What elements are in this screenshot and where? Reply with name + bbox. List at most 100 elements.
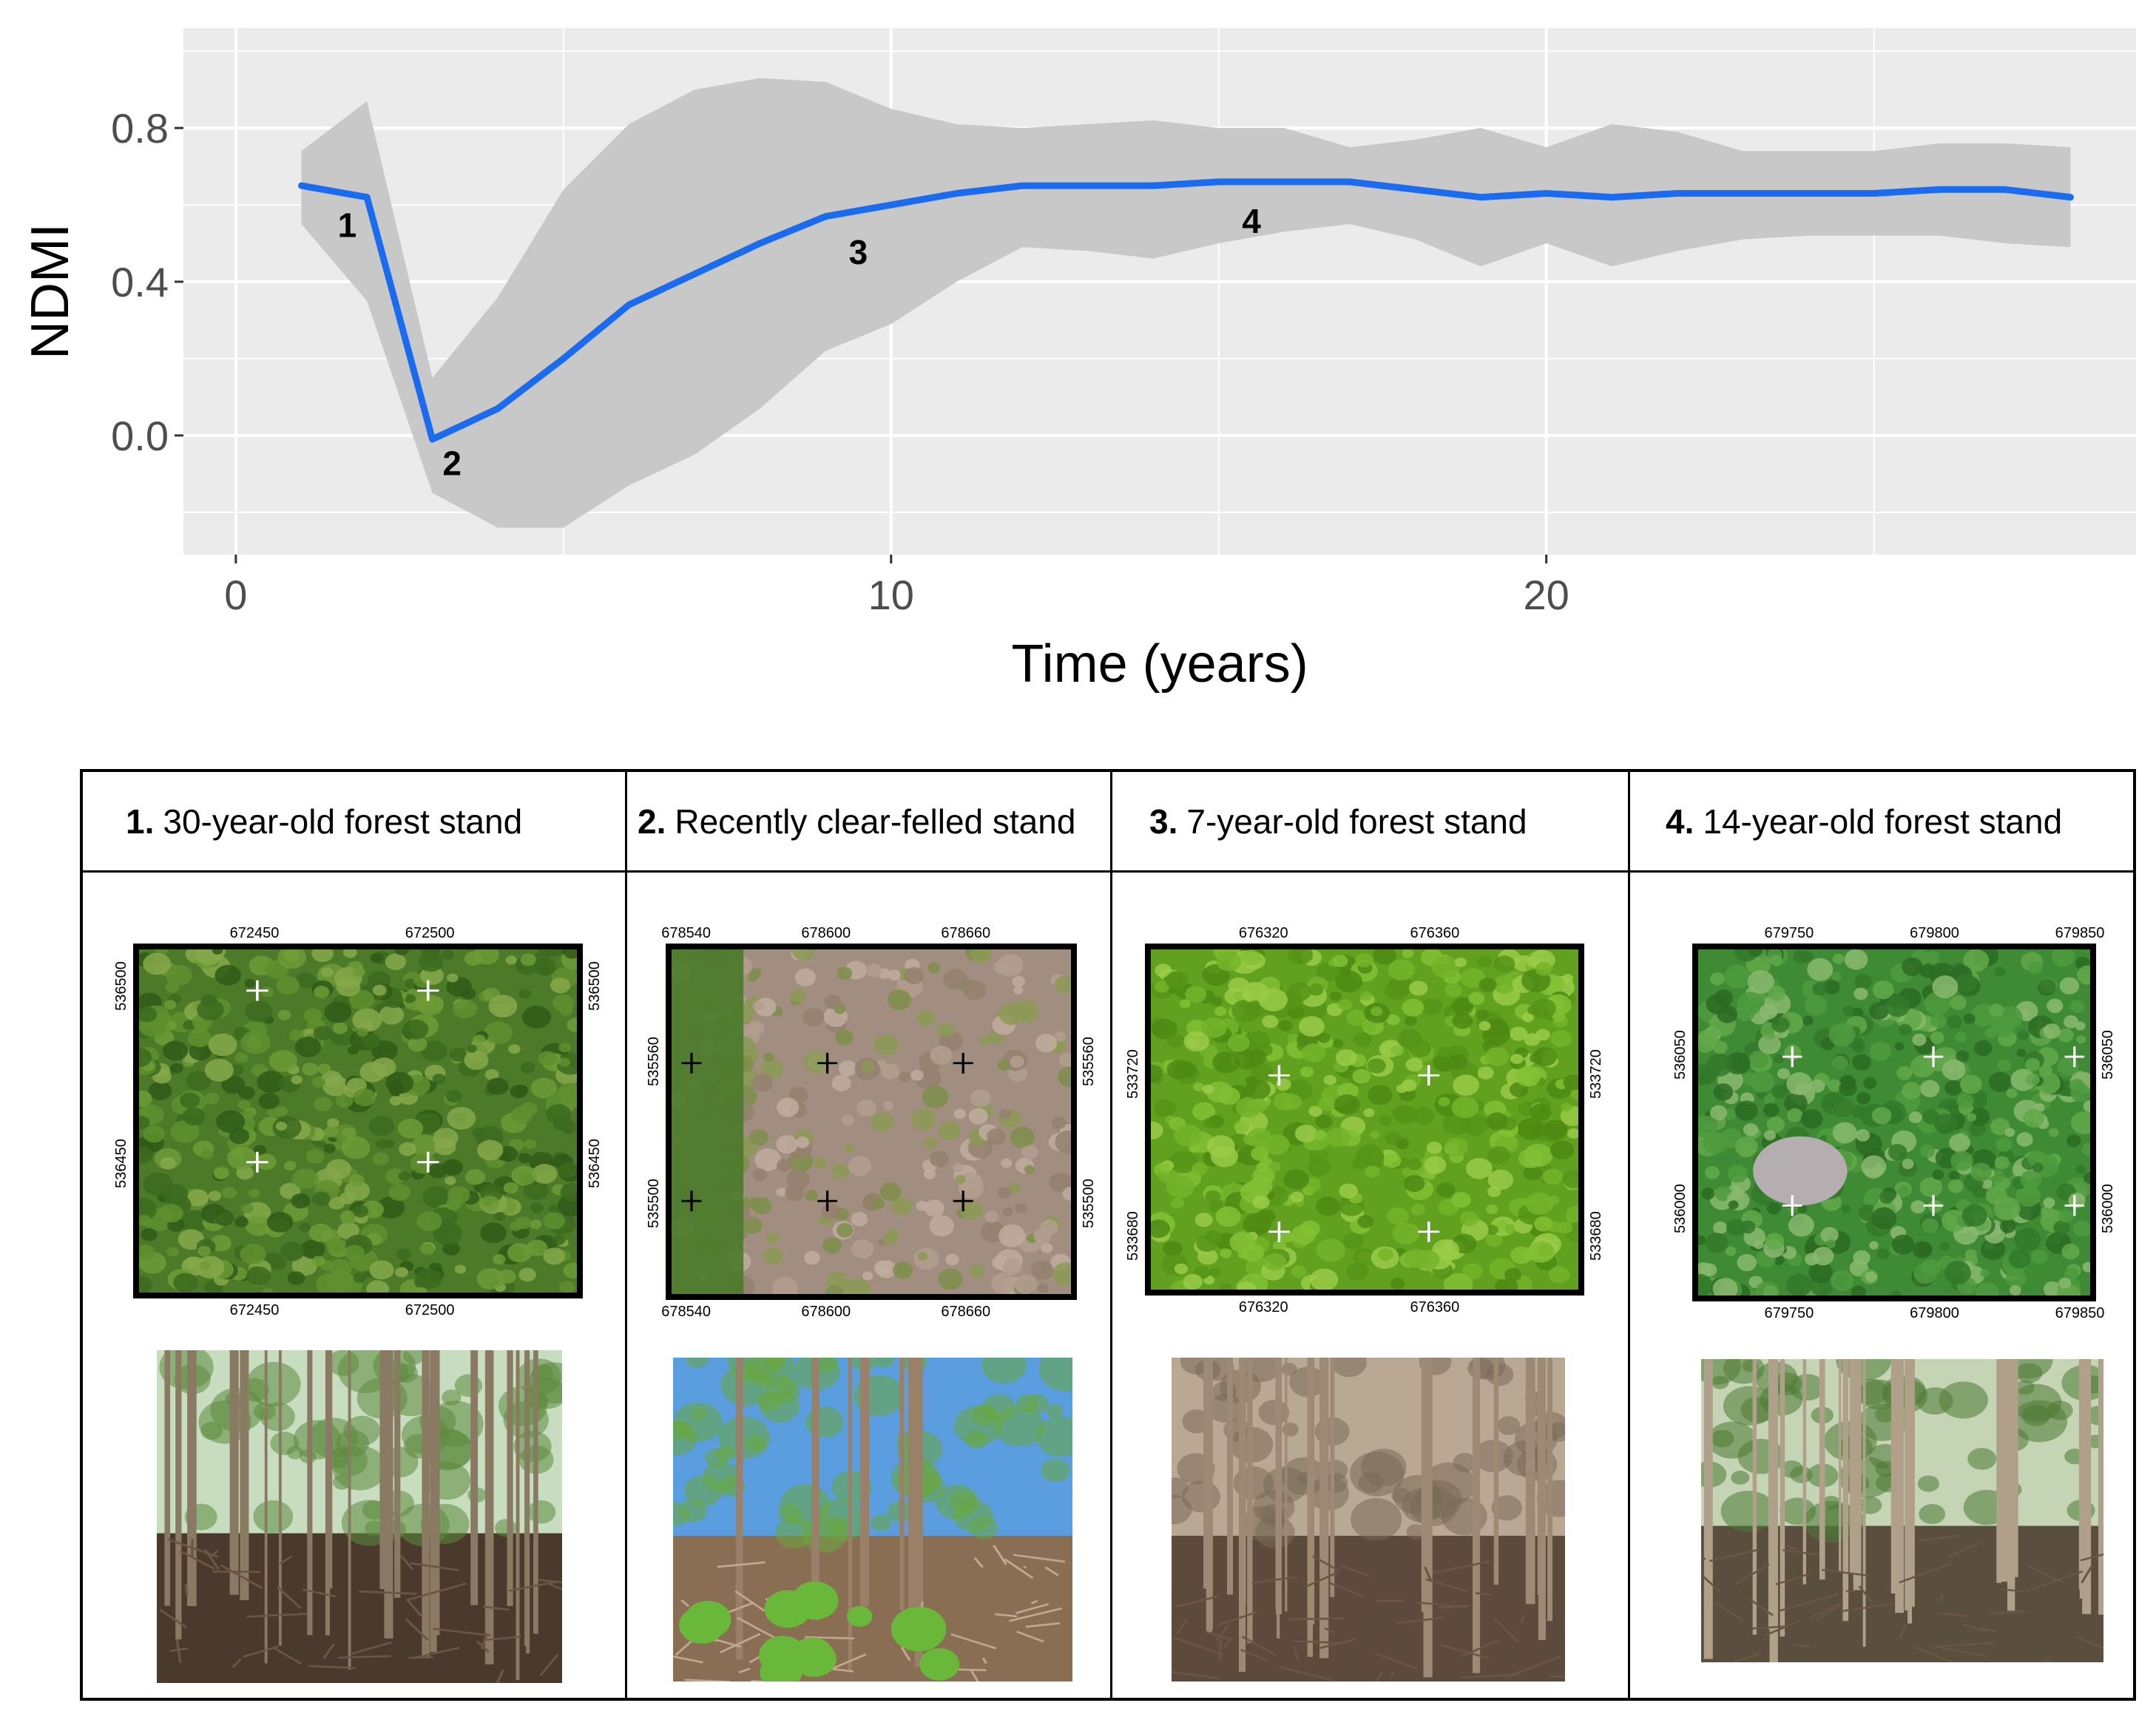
canopy-texture — [370, 952, 384, 964]
canopy-texture — [216, 1110, 246, 1134]
photo-root — [1044, 1566, 1059, 1577]
photo-root — [950, 1633, 997, 1650]
photo-trunk — [1849, 1359, 1856, 1574]
photo-foliage — [1858, 1379, 1899, 1410]
canopy-texture — [1251, 1146, 1269, 1162]
photo-root — [1791, 1644, 1811, 1648]
canopy-texture — [397, 1118, 424, 1139]
canopy-texture — [1210, 1145, 1238, 1168]
photo-foliage — [1919, 1503, 1946, 1525]
y-tick-label: 0.0 — [111, 413, 169, 459]
canopy-texture — [275, 1121, 288, 1131]
photo-foliage — [673, 1502, 690, 1527]
canopy-texture — [777, 1158, 792, 1172]
canopy-texture — [1727, 1165, 1748, 1183]
canopy-texture — [1169, 1151, 1198, 1174]
canopy-texture — [1010, 1055, 1024, 1069]
canopy-texture — [454, 1264, 467, 1274]
canopy-texture — [1013, 986, 1024, 995]
canopy-texture — [887, 989, 911, 1011]
photo-root — [1939, 1594, 1944, 1602]
canopy-texture — [1363, 1108, 1375, 1117]
canopy-texture — [1205, 1190, 1221, 1203]
canopy-texture — [483, 1021, 513, 1045]
photo-foliage — [1939, 1381, 1988, 1419]
canopy-texture — [480, 1222, 507, 1244]
canopy-texture — [1287, 1034, 1300, 1043]
stage-labels: 1 2 3 4 — [338, 202, 1262, 482]
canopy-texture — [1436, 1182, 1456, 1198]
canopy-texture — [790, 989, 807, 1003]
canopy-texture — [1524, 1033, 1541, 1046]
photo-trunk — [1769, 1359, 1778, 1662]
canopy-texture — [1335, 970, 1363, 992]
canopy-texture — [1369, 1131, 1380, 1139]
photo-trunk — [1853, 1359, 1862, 1591]
photo-root — [1217, 1611, 1258, 1627]
photo-foliage — [2021, 1404, 2050, 1426]
map-left-coordinate: 536050 — [1672, 1029, 1689, 1080]
canopy-texture — [266, 1211, 294, 1233]
canopy-texture — [492, 1254, 506, 1264]
canopy-texture — [530, 1219, 542, 1230]
photo-root — [1821, 1568, 1869, 1577]
canopy-texture — [139, 1244, 155, 1261]
canopy-texture — [505, 955, 517, 965]
canopy-texture — [372, 984, 387, 996]
photo-root — [1748, 1598, 1774, 1616]
canopy-texture — [1956, 1050, 1970, 1063]
canopy-texture — [879, 1182, 902, 1202]
plot-marker-cross — [416, 1151, 439, 1173]
canopy-texture — [1263, 1253, 1286, 1271]
photo-root — [1312, 1555, 1342, 1573]
canopy-texture — [1976, 1282, 2000, 1296]
photo-root — [1919, 1534, 1959, 1542]
photo-root — [220, 1564, 263, 1589]
canopy-texture — [1357, 1215, 1374, 1228]
canopy-texture — [337, 1222, 359, 1240]
plot-marker-cross — [817, 1052, 838, 1074]
canopy-texture — [795, 1137, 810, 1148]
canopy-texture — [2058, 1277, 2072, 1289]
canopy-texture — [465, 1168, 486, 1185]
canopy-texture — [294, 1036, 322, 1057]
photo-root — [900, 1646, 911, 1662]
canopy-texture — [960, 1201, 983, 1220]
photo-ground — [1172, 1535, 1565, 1682]
canopy-texture — [321, 967, 334, 978]
canopy-texture — [1717, 1005, 1737, 1023]
photo-root — [1439, 1644, 1490, 1660]
photo-root — [995, 1613, 1018, 1618]
photo-root — [1291, 1645, 1300, 1662]
canopy-texture — [1339, 1183, 1358, 1199]
photo-trunk — [1703, 1359, 1713, 1659]
photo-root — [2076, 1636, 2103, 1649]
aerial-map-3 — [1145, 944, 1584, 1296]
photo-root — [496, 1669, 505, 1683]
canopy-texture — [930, 1046, 953, 1066]
canopy-texture — [788, 1086, 808, 1103]
canopy-texture — [1766, 1117, 1785, 1133]
canopy-texture — [538, 1051, 557, 1066]
photo-root — [337, 1655, 391, 1659]
canopy-texture — [1981, 1178, 1993, 1189]
canopy-texture — [1939, 1242, 1950, 1251]
canopy-texture — [1055, 1130, 1071, 1154]
canopy-texture — [197, 1245, 212, 1256]
canopy-texture — [2069, 1000, 2085, 1013]
canopy-texture — [1387, 1207, 1410, 1225]
canopy-texture — [532, 1164, 558, 1184]
stand-photo-table: 1. 30-year-old forest stand 672450 672500… — [80, 769, 2136, 1701]
photo-root — [272, 1646, 303, 1665]
canopy-texture — [1989, 1003, 2004, 1017]
canopy-texture — [1388, 959, 1415, 981]
canopy-texture — [447, 1106, 476, 1130]
stage-label-3: 3 — [849, 233, 868, 271]
canopy-texture — [1040, 1242, 1053, 1253]
canopy-texture — [1703, 1131, 1728, 1154]
canopy-texture — [1170, 1197, 1185, 1209]
photo-foliage — [1393, 1474, 1442, 1515]
photo-trunk — [811, 1358, 820, 1591]
canopy-texture — [2061, 1243, 2080, 1260]
photo-trunk — [328, 1350, 333, 1589]
